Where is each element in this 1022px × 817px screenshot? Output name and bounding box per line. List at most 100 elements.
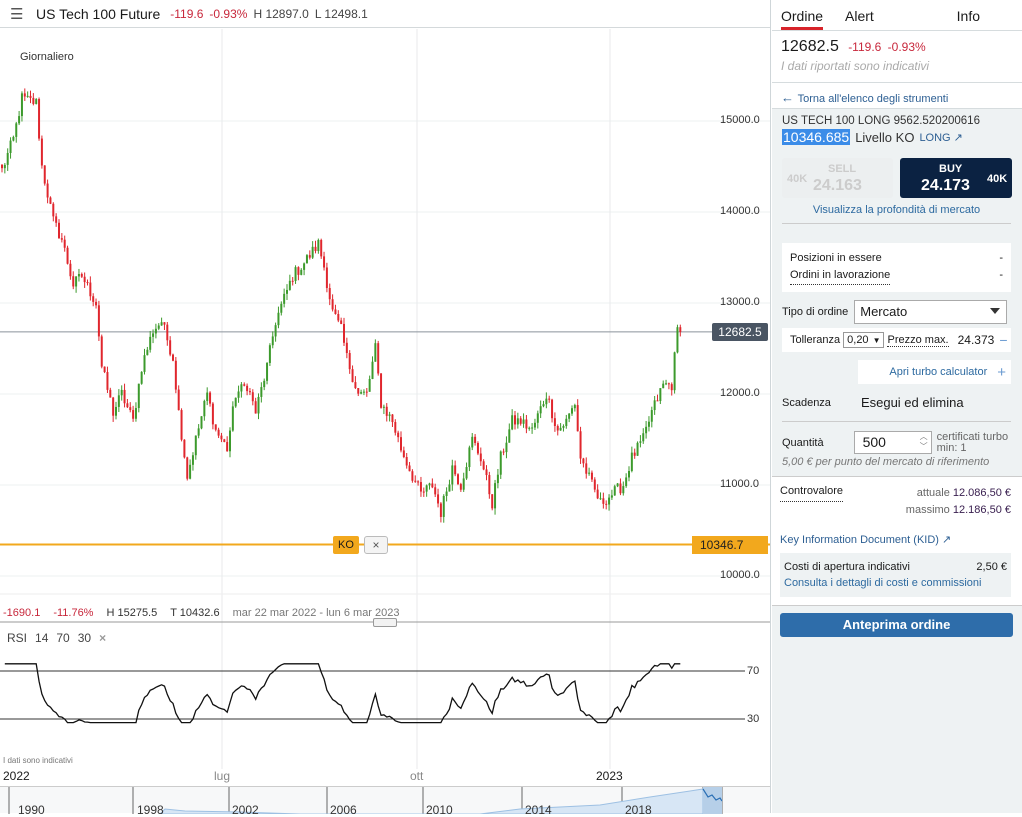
ko-price-tag: 10346.7	[692, 536, 768, 554]
candle	[656, 394, 659, 402]
candle-body	[374, 343, 377, 362]
kid-link[interactable]: Key Information Document (KID) ↗	[780, 533, 1011, 546]
costs-details-link[interactable]: Consulta i dettagli di costi e commissio…	[784, 577, 982, 589]
buy-size: 40K	[987, 173, 1008, 185]
candle-body	[20, 93, 23, 117]
hamburger-menu-icon[interactable]: ☰	[10, 5, 24, 23]
candle	[103, 366, 106, 374]
candle-body	[351, 369, 354, 383]
candle-body	[417, 481, 420, 483]
candle	[337, 310, 340, 323]
max-price-label[interactable]: Prezzo max.	[887, 333, 949, 347]
candle-body	[231, 406, 234, 431]
candle-body	[491, 494, 494, 509]
candle-body	[639, 441, 642, 443]
quantity-stepper-icon[interactable]: ︿ ﹀	[919, 432, 928, 451]
chart-area[interactable]: ☰ US Tech 100 Future -119.6 -0.93% H 128…	[0, 0, 771, 817]
navigator-year: 1990	[18, 803, 45, 817]
candle	[217, 427, 220, 439]
candle	[431, 478, 434, 489]
tolerance-select[interactable]: 0,20 ▼	[843, 332, 885, 348]
ko-value: 10346.685	[782, 129, 851, 145]
candle-body	[297, 267, 300, 275]
instrument-title: US Tech 100 Future	[36, 5, 161, 22]
navigator[interactable]: 1990 1998 2002 2006 2010 2014 2018	[0, 786, 770, 817]
expiry-label: Scadenza	[782, 396, 831, 409]
y-tick: 12000.0	[720, 387, 760, 399]
candle-body	[382, 406, 385, 408]
candle-body	[596, 489, 599, 499]
candle-body	[49, 197, 52, 204]
countervalue-label[interactable]: Controvalore	[780, 485, 843, 502]
collapse-icon[interactable]: −	[999, 332, 1008, 348]
quantity-min: min: 1	[936, 441, 967, 454]
tab-ordine[interactable]: Ordine	[781, 8, 824, 30]
candle-body	[120, 389, 123, 396]
market-depth-link[interactable]: Visualizza la profondità di mercato	[782, 204, 1011, 224]
candle-body	[528, 427, 531, 429]
buy-button[interactable]: BUY 24.173 40K	[900, 158, 1012, 198]
candle	[548, 395, 551, 403]
candle-body	[243, 384, 246, 386]
orders-label[interactable]: Ordini in lavorazione	[790, 267, 891, 285]
candle	[197, 424, 200, 439]
candle-body	[471, 436, 474, 448]
candle	[596, 484, 599, 500]
candle-body	[419, 482, 422, 492]
candle	[283, 288, 286, 308]
direction-link[interactable]: LONG ↗	[919, 131, 963, 144]
candle	[479, 447, 482, 466]
candle-body	[476, 442, 479, 454]
candle	[576, 399, 579, 432]
candle-body	[485, 469, 488, 476]
candle-body	[442, 495, 445, 517]
candle-body	[545, 398, 548, 405]
tab-info[interactable]: Info	[956, 8, 980, 24]
quantity-input[interactable]: 500 ︿ ﹀	[853, 431, 932, 454]
turbo-calculator-button[interactable]: Apri turbo calculator +	[858, 360, 1011, 384]
order-type-select[interactable]: Mercato	[854, 300, 1008, 324]
ko-remove-button[interactable]: ×	[364, 536, 388, 554]
candle	[177, 385, 180, 411]
rsi-remove-icon[interactable]: ×	[99, 631, 107, 645]
y-tick: 11000.0	[720, 478, 759, 490]
candle	[613, 484, 616, 496]
candle	[439, 502, 442, 523]
summary-box: Controvalore attuale 12.086,50 € massimo …	[772, 476, 1022, 606]
candle	[536, 410, 539, 429]
rsi-label[interactable]: RSI	[7, 631, 28, 645]
back-link[interactable]: ← Torna all'elenco degli strumenti	[772, 83, 1022, 109]
candle-body	[422, 491, 425, 493]
candle-body	[132, 410, 135, 419]
candle	[137, 383, 140, 413]
candle-body	[593, 479, 596, 490]
candle	[382, 404, 385, 415]
preview-order-button[interactable]: Anteprima ordine	[780, 613, 1013, 637]
candle-body	[499, 451, 502, 475]
candle-body	[291, 280, 294, 282]
price-chart[interactable]	[0, 29, 770, 786]
instrument-name: US TECH 100 LONG 9562.520200616	[782, 115, 980, 127]
quantity-value: 500	[862, 434, 886, 450]
candle-body	[451, 465, 454, 485]
candle	[593, 477, 596, 493]
sell-button[interactable]: SELL 40K 24.163	[782, 158, 893, 198]
candle	[357, 387, 360, 397]
candle	[428, 482, 431, 490]
candle	[203, 399, 206, 421]
tab-alert[interactable]: Alert	[845, 8, 874, 24]
candle-body	[123, 389, 126, 404]
candle-body	[448, 484, 451, 492]
candle-body	[434, 487, 437, 495]
candle-body	[539, 406, 542, 414]
pane-resize-handle[interactable]	[373, 618, 397, 627]
interval-label[interactable]: Giornaliero	[20, 51, 74, 63]
candle	[46, 179, 49, 204]
rsi-header: RSI 14 70 30 ×	[7, 631, 106, 645]
candle	[237, 385, 240, 403]
candle	[494, 479, 497, 515]
candle-body	[659, 388, 662, 402]
candle-body	[286, 289, 288, 294]
candle	[670, 382, 673, 396]
candle-body	[137, 383, 140, 409]
